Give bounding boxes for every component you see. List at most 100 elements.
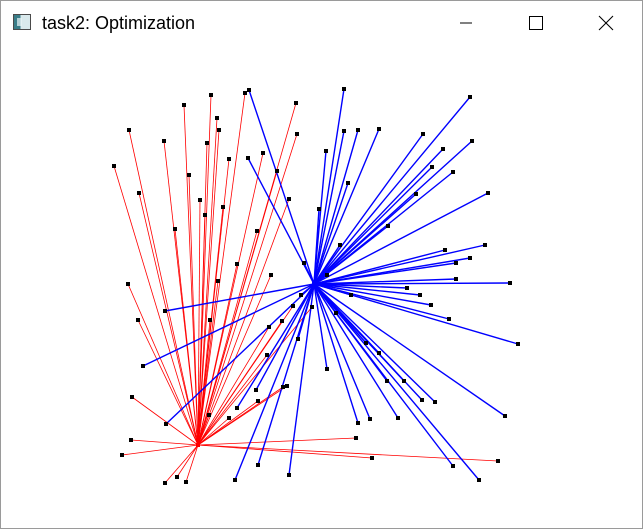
edge-a-81 xyxy=(313,283,506,417)
edge-a-103 xyxy=(313,283,352,296)
edge-a-83 xyxy=(313,283,371,420)
edge-a-65 xyxy=(142,283,315,367)
point-5 xyxy=(182,103,186,107)
point-88 xyxy=(370,456,374,460)
point-38 xyxy=(173,227,177,231)
point-76 xyxy=(433,400,437,404)
point-43 xyxy=(468,256,472,260)
point-92 xyxy=(233,478,237,482)
title-bar[interactable]: task2: Optimization xyxy=(1,1,642,45)
point-65 xyxy=(141,364,145,368)
point-79 xyxy=(396,416,400,420)
edge-a-23 xyxy=(313,166,433,285)
edge-a-44 xyxy=(313,262,457,285)
edge-a-41 xyxy=(313,244,486,285)
point-0 xyxy=(342,87,346,91)
point-55 xyxy=(429,303,433,307)
edge-b-88 xyxy=(197,444,373,459)
point-44 xyxy=(454,261,458,265)
point-58 xyxy=(447,317,451,321)
point-91 xyxy=(287,473,291,477)
point-23 xyxy=(430,165,434,169)
point-54 xyxy=(163,309,167,313)
point-78 xyxy=(207,413,211,417)
edge-a-12 xyxy=(313,130,345,285)
edge-b-100 xyxy=(197,306,313,446)
edge-a-98 xyxy=(313,274,328,285)
edge-b-47 xyxy=(197,280,219,446)
edge-a-27 xyxy=(313,182,349,285)
point-46 xyxy=(269,273,273,277)
edge-b-85 xyxy=(197,437,357,446)
edge-b-7 xyxy=(197,117,218,446)
point-19 xyxy=(261,151,265,155)
edge-a-58 xyxy=(313,283,450,320)
edge-a-50 xyxy=(313,282,511,285)
point-100 xyxy=(310,305,314,309)
point-33 xyxy=(287,197,291,201)
edge-b-35 xyxy=(197,214,206,446)
edge-b-33 xyxy=(197,198,290,446)
edge-a-9 xyxy=(313,129,359,285)
point-45 xyxy=(235,262,239,266)
minimize-icon xyxy=(460,22,472,24)
point-82 xyxy=(164,422,168,426)
edge-a-36 xyxy=(313,208,320,285)
edge-b-56 xyxy=(197,319,211,446)
point-31 xyxy=(486,191,490,195)
point-14 xyxy=(421,132,425,136)
edge-b-48 xyxy=(127,283,199,446)
edge-b-26 xyxy=(188,174,199,446)
maximize-button[interactable] xyxy=(513,1,559,45)
edge-a-97 xyxy=(303,262,315,285)
point-21 xyxy=(324,149,328,153)
edge-a-49 xyxy=(313,278,457,285)
point-60 xyxy=(296,337,300,341)
point-74 xyxy=(256,399,260,403)
point-67 xyxy=(385,379,389,383)
edge-b-38 xyxy=(174,228,199,446)
hub-a-edges xyxy=(142,88,519,481)
edge-a-1 xyxy=(248,89,315,285)
point-56 xyxy=(208,318,212,322)
point-25 xyxy=(275,169,279,173)
point-1 xyxy=(247,88,251,92)
edge-b-25 xyxy=(197,170,278,446)
point-16 xyxy=(205,141,209,145)
point-49 xyxy=(454,277,458,281)
hub-b-marker xyxy=(196,443,200,447)
edge-a-54 xyxy=(164,283,315,312)
edge-b-95 xyxy=(185,444,199,483)
close-button[interactable] xyxy=(583,1,629,45)
point-59 xyxy=(280,319,284,323)
edge-a-87 xyxy=(257,283,315,466)
minimize-button[interactable] xyxy=(443,1,489,45)
point-36 xyxy=(317,207,321,211)
point-63 xyxy=(377,351,381,355)
point-2 xyxy=(243,91,247,95)
edge-b-72 xyxy=(131,396,199,446)
point-42 xyxy=(443,248,447,252)
point-20 xyxy=(227,157,231,161)
point-7 xyxy=(215,116,219,120)
point-35 xyxy=(203,213,207,217)
edge-a-70 xyxy=(255,283,315,391)
point-101 xyxy=(267,325,271,329)
point-39 xyxy=(255,229,259,233)
point-41 xyxy=(483,243,487,247)
point-98 xyxy=(325,273,329,277)
point-57 xyxy=(136,318,140,322)
point-37 xyxy=(386,224,390,228)
optimization-plot xyxy=(112,87,520,485)
point-50 xyxy=(508,281,512,285)
edge-a-55 xyxy=(313,283,432,306)
edge-a-52 xyxy=(313,283,408,289)
point-87 xyxy=(256,463,260,467)
edge-b-39 xyxy=(197,230,258,446)
point-66 xyxy=(325,367,329,371)
point-13 xyxy=(377,127,381,131)
point-103 xyxy=(349,293,353,297)
point-8 xyxy=(127,128,131,132)
edge-b-84 xyxy=(130,439,199,446)
point-53 xyxy=(291,304,295,308)
